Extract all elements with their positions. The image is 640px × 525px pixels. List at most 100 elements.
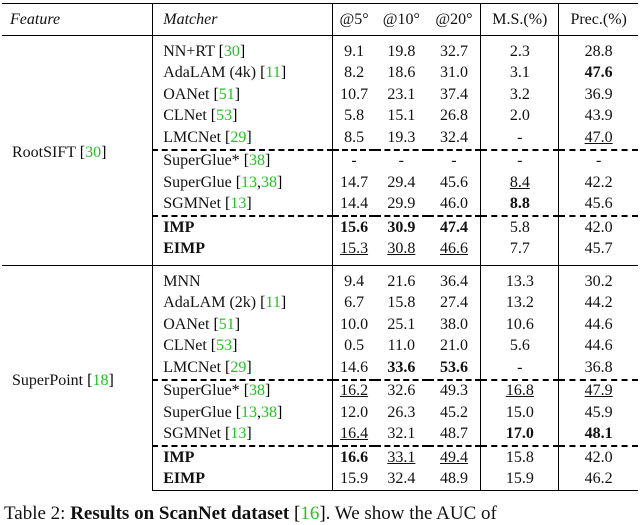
matcher-cell: SuperGlue1338 bbox=[152, 172, 334, 194]
citation: 13 bbox=[221, 425, 252, 442]
value: 23.1 bbox=[387, 85, 416, 103]
caption-refs: 16 bbox=[289, 503, 325, 524]
column-header: Feature bbox=[2, 3, 154, 36]
matcher-cell: OANet 51 bbox=[152, 84, 334, 106]
matcher-name: IMP bbox=[163, 448, 195, 466]
value: 46.6 bbox=[439, 240, 468, 258]
value: 16.8 bbox=[505, 382, 534, 400]
value: 15.3 bbox=[340, 240, 369, 258]
value: 30.9 bbox=[387, 218, 416, 236]
table-row: AdaLAM (4k) 11 8.2 18.6 31.0 3.1 47.6 bbox=[2, 62, 638, 85]
value-cell: 30.8 bbox=[375, 238, 428, 266]
table-row: SGMNet 13 14.4 29.9 46.0 8.8 45.6 bbox=[2, 193, 638, 217]
value: 47.9 bbox=[584, 382, 613, 400]
value: 36.8 bbox=[584, 358, 613, 376]
value: 46.0 bbox=[439, 195, 468, 213]
value-cell: 43.9 bbox=[559, 106, 638, 128]
column-header: @20° bbox=[427, 3, 482, 36]
citation-number: 30 bbox=[85, 144, 102, 161]
value-cell: 12.0 bbox=[333, 402, 375, 424]
matcher-cell: CLNet 53 bbox=[152, 105, 334, 127]
value-cell: 45.6 bbox=[427, 172, 482, 194]
value-cell: 48.1 bbox=[559, 424, 638, 447]
value: 47.6 bbox=[584, 64, 613, 82]
value: 49.3 bbox=[439, 382, 468, 400]
value: 29.4 bbox=[387, 173, 416, 191]
value-cell: 16.8 bbox=[480, 378, 560, 402]
value: 10.0 bbox=[340, 315, 369, 333]
feature-cell: SuperPoint 18 bbox=[2, 265, 154, 491]
citation-number: 29 bbox=[230, 128, 247, 146]
value-cell: 28.8 bbox=[559, 36, 638, 63]
value: 47.0 bbox=[584, 128, 613, 146]
value-cell: 16.4 bbox=[333, 424, 375, 447]
value: - bbox=[517, 358, 523, 376]
header-row: Feature Matcher @5° @10° @20° M.S.(%) Prec.(%) bbox=[2, 3, 638, 36]
citation: 51 bbox=[209, 316, 240, 333]
value-cell: 15.6 bbox=[332, 215, 376, 239]
column-header: @10° bbox=[375, 3, 428, 36]
value: - bbox=[351, 152, 357, 170]
matcher-name: OANet bbox=[163, 85, 210, 103]
value-cell: 48.9 bbox=[427, 468, 482, 491]
citation: 18 bbox=[83, 372, 114, 389]
matcher-name: SGMNet bbox=[163, 195, 222, 213]
matcher-cell: OANet 51 bbox=[152, 314, 334, 336]
results-table: Feature Matcher @5° @10° @20° M.S.(%) Prec.(%)… bbox=[2, 3, 638, 491]
value-cell: 3.1 bbox=[480, 62, 560, 84]
value: 9.4 bbox=[344, 272, 365, 290]
value: 32.6 bbox=[387, 382, 416, 400]
value-cell: 29.9 bbox=[375, 194, 428, 217]
value: 47.4 bbox=[439, 218, 468, 236]
value: 32.4 bbox=[439, 128, 468, 146]
value: 31.0 bbox=[439, 64, 468, 82]
value-cell: 46.0 bbox=[427, 193, 482, 216]
value: 19.3 bbox=[387, 128, 416, 146]
value: 15.8 bbox=[387, 294, 416, 312]
feature-cell: RootSIFT 30 bbox=[2, 35, 154, 266]
value: 16.2 bbox=[340, 382, 369, 400]
matcher-cell: SGMNet 13 bbox=[152, 423, 334, 446]
value: 8.4 bbox=[509, 173, 530, 191]
value: 14.7 bbox=[340, 173, 369, 191]
column-header: M.S.(%) bbox=[480, 3, 560, 36]
matcher-name: NN+RT bbox=[163, 42, 215, 60]
value-cell: 13.3 bbox=[480, 265, 560, 293]
value-cell: 32.1 bbox=[375, 424, 428, 447]
value-cell: 44.6 bbox=[559, 336, 638, 358]
matcher-name: AdaLAM (4k) bbox=[163, 64, 257, 82]
value-cell: 45.2 bbox=[427, 402, 482, 424]
value: 16.4 bbox=[340, 425, 369, 443]
column-header: Matcher bbox=[152, 3, 334, 36]
value-cell: 27.4 bbox=[427, 292, 482, 314]
matcher-name: IMP bbox=[163, 218, 195, 236]
value: 3.1 bbox=[509, 64, 530, 82]
value-cell: - bbox=[558, 148, 638, 172]
value-cell: 9.1 bbox=[333, 36, 375, 63]
value-cell: 18.6 bbox=[375, 63, 428, 85]
value-cell: 45.9 bbox=[559, 402, 638, 424]
value-cell: 19.8 bbox=[375, 36, 428, 63]
citation-number: 11 bbox=[265, 294, 281, 312]
table-row: SuperGlue133812.026.345.215.045.9 bbox=[2, 402, 638, 424]
value: 26.8 bbox=[439, 107, 468, 125]
matcher-name: AdaLAM (2k) bbox=[163, 294, 257, 312]
citation-number: 51 bbox=[218, 85, 235, 103]
value: 48.7 bbox=[439, 425, 468, 443]
value-cell: 5.6 bbox=[480, 335, 560, 357]
citation-number: 16 bbox=[300, 503, 320, 524]
citation: 1338 bbox=[232, 174, 283, 191]
value: 33.6 bbox=[387, 358, 416, 376]
feature-name: SuperPoint bbox=[12, 371, 84, 389]
value: 17.0 bbox=[505, 425, 534, 443]
citation: 51 bbox=[209, 86, 240, 103]
matcher-name: CLNet bbox=[163, 337, 207, 355]
matcher-name: MNN bbox=[163, 272, 201, 290]
citation: 11 bbox=[256, 64, 286, 81]
value-cell: - bbox=[480, 357, 560, 380]
value-cell: 0.5 bbox=[333, 336, 375, 358]
value-cell: 37.4 bbox=[427, 84, 482, 106]
value-cell: 31.0 bbox=[427, 62, 482, 84]
value-cell: 16.2 bbox=[332, 378, 376, 402]
value: 27.4 bbox=[439, 294, 468, 312]
